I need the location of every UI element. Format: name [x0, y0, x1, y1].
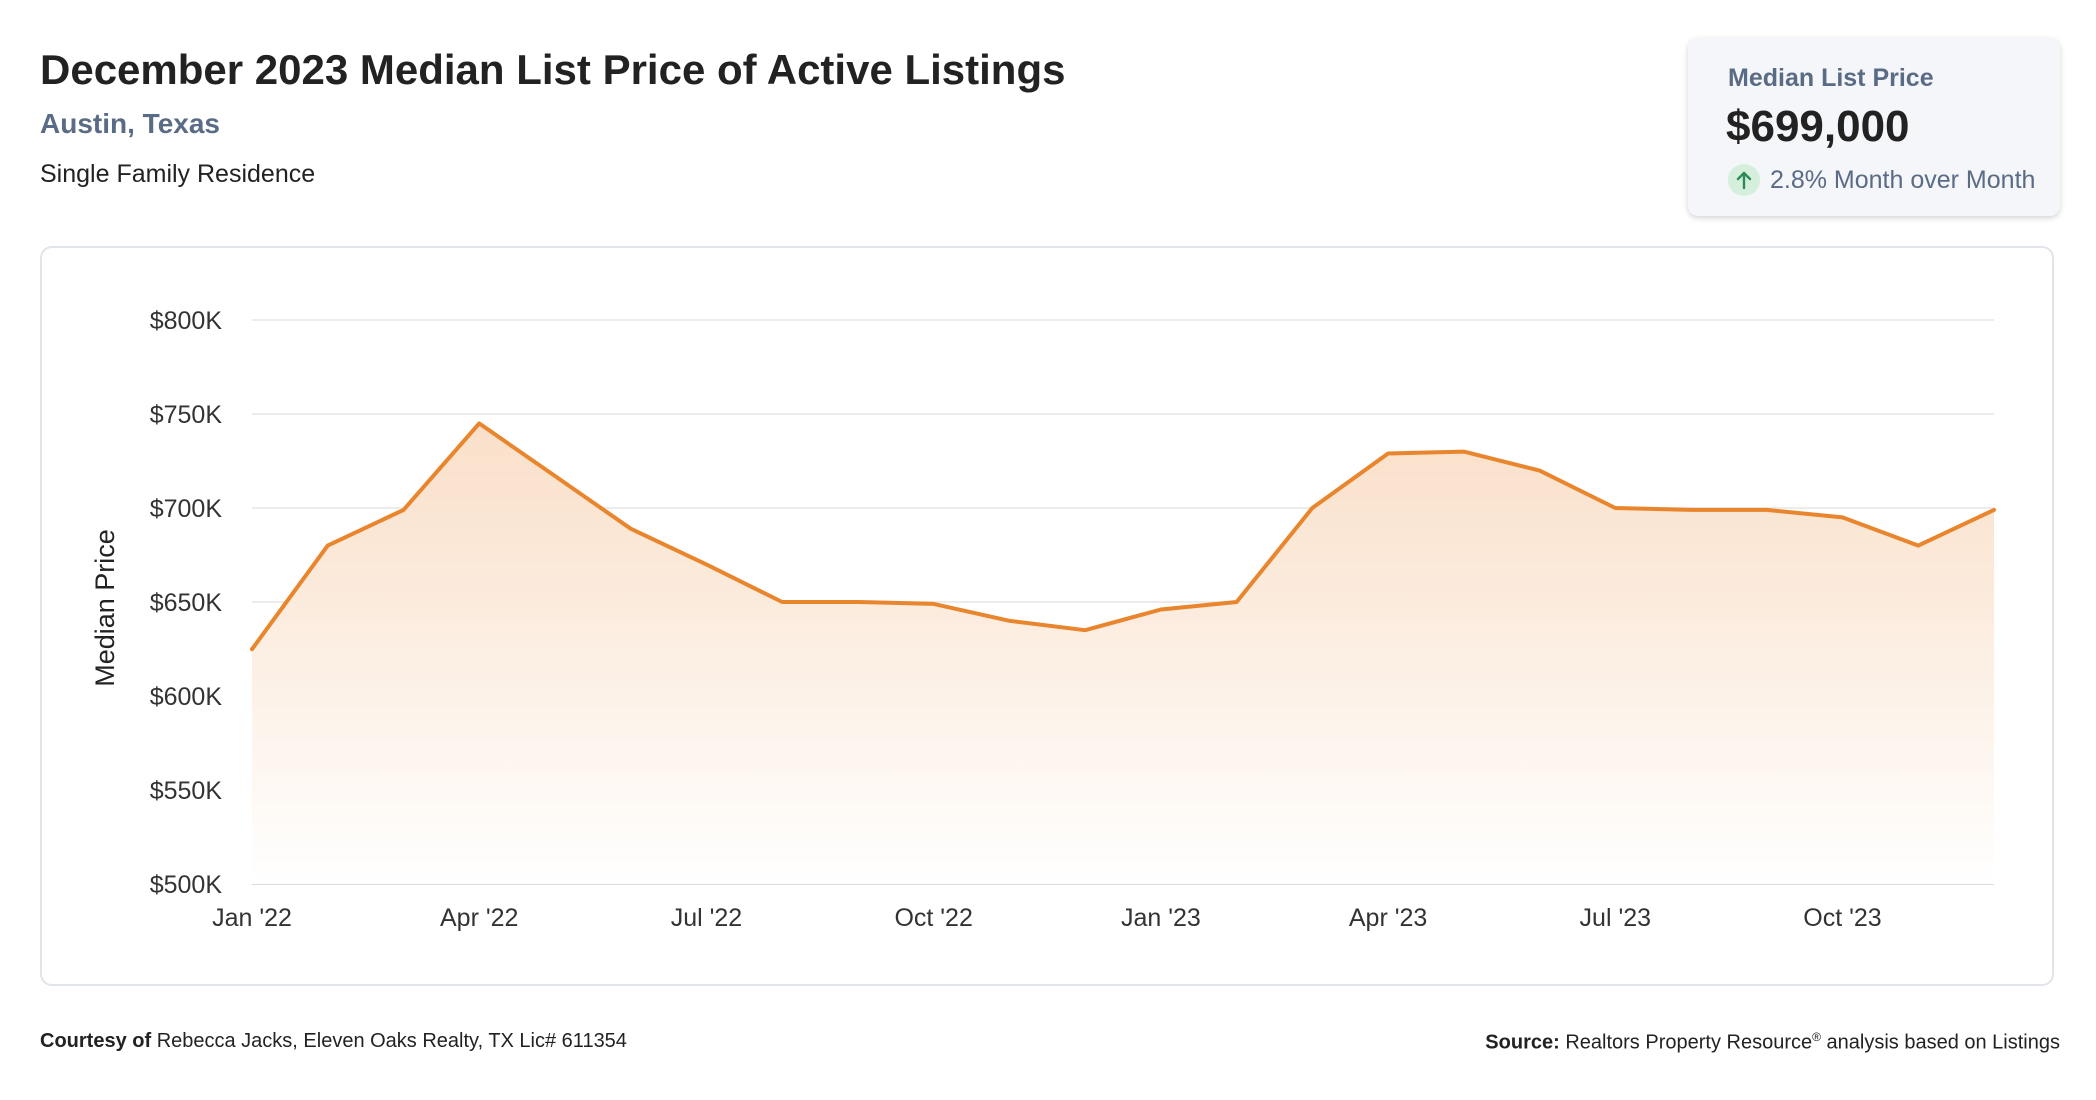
data-point [932, 602, 936, 606]
price-series-line [250, 421, 1996, 652]
data-point [553, 474, 557, 478]
courtesy-text: Rebecca Jacks, Eleven Oaks Realty, TX Li… [156, 1030, 627, 1052]
data-point [1310, 506, 1314, 510]
y-tick-label: $550K [150, 777, 223, 805]
y-tick-label: $600K [150, 683, 223, 711]
data-point [1916, 544, 1920, 548]
data-point [780, 600, 784, 604]
data-point [1007, 619, 1011, 623]
data-point [401, 508, 405, 512]
data-point [856, 600, 860, 604]
registered-mark: ® [1812, 1030, 1821, 1044]
x-tick-label: Jan '23 [1121, 904, 1201, 932]
data-point [1462, 450, 1466, 454]
x-tick-label: Jul '22 [671, 904, 742, 932]
x-tick-label: Apr '22 [440, 904, 518, 932]
arrow-up-icon [1728, 164, 1760, 196]
data-point [1538, 469, 1542, 473]
x-tick-label: Jul '23 [1580, 904, 1651, 932]
stat-change: 2.8% Month over Month [1728, 162, 2035, 198]
data-point [1159, 608, 1163, 612]
stat-label: Median List Price [1728, 64, 1934, 92]
y-axis-label: Median Price [90, 529, 120, 687]
courtesy-label: Courtesy of [40, 1030, 152, 1052]
data-point [1841, 515, 1845, 519]
data-point [1386, 451, 1390, 455]
chart-container: $800K $750K $700K $650K $600K $550K $500K Jan … [40, 246, 2054, 986]
data-point [629, 527, 633, 531]
data-point [477, 421, 481, 425]
x-tick-label: Oct '22 [894, 904, 972, 932]
y-tick-label: $650K [150, 589, 223, 617]
page-title: December 2023 Median List Price of Activ… [40, 46, 1066, 93]
x-tick-label: Apr '23 [1349, 904, 1427, 932]
x-tick-label: Jan '22 [212, 904, 292, 932]
y-tick-label: $700K [150, 495, 223, 523]
data-point [1765, 508, 1769, 512]
data-point [1235, 600, 1239, 604]
data-point [1689, 508, 1693, 512]
footer-courtesy: Courtesy of Rebecca Jacks, Eleven Oaks R… [40, 1030, 627, 1053]
data-point [704, 562, 708, 566]
footer-source: Source: Realtors Property Resource® anal… [1485, 1030, 2060, 1055]
data-point [1613, 506, 1617, 510]
data-point [326, 544, 330, 548]
y-tick-label: $800K [150, 307, 223, 335]
stat-value: $699,000 [1726, 102, 1910, 151]
property-type-label: Single Family Residence [40, 160, 316, 188]
stat-change-text: 2.8% Month over Month [1770, 165, 2036, 194]
price-chart: $800K $750K $700K $650K $600K $550K $500K Jan … [90, 307, 1996, 932]
median-price-card: Median List Price $699,000 2.8% Month ov… [1688, 38, 2060, 216]
location-label: Austin, Texas [40, 108, 220, 139]
y-tick-label: $500K [150, 871, 223, 899]
price-area-fill [252, 423, 1994, 884]
y-tick-label: $750K [150, 401, 223, 429]
source-label: Source: [1485, 1031, 1560, 1054]
source-text-suffix: analysis based on Listings [1826, 1031, 2060, 1054]
data-point [250, 647, 254, 651]
x-tick-label: Oct '23 [1803, 904, 1881, 932]
source-text: Realtors Property Resource [1565, 1031, 1813, 1054]
data-point [1083, 628, 1087, 632]
data-point [1992, 508, 1996, 512]
